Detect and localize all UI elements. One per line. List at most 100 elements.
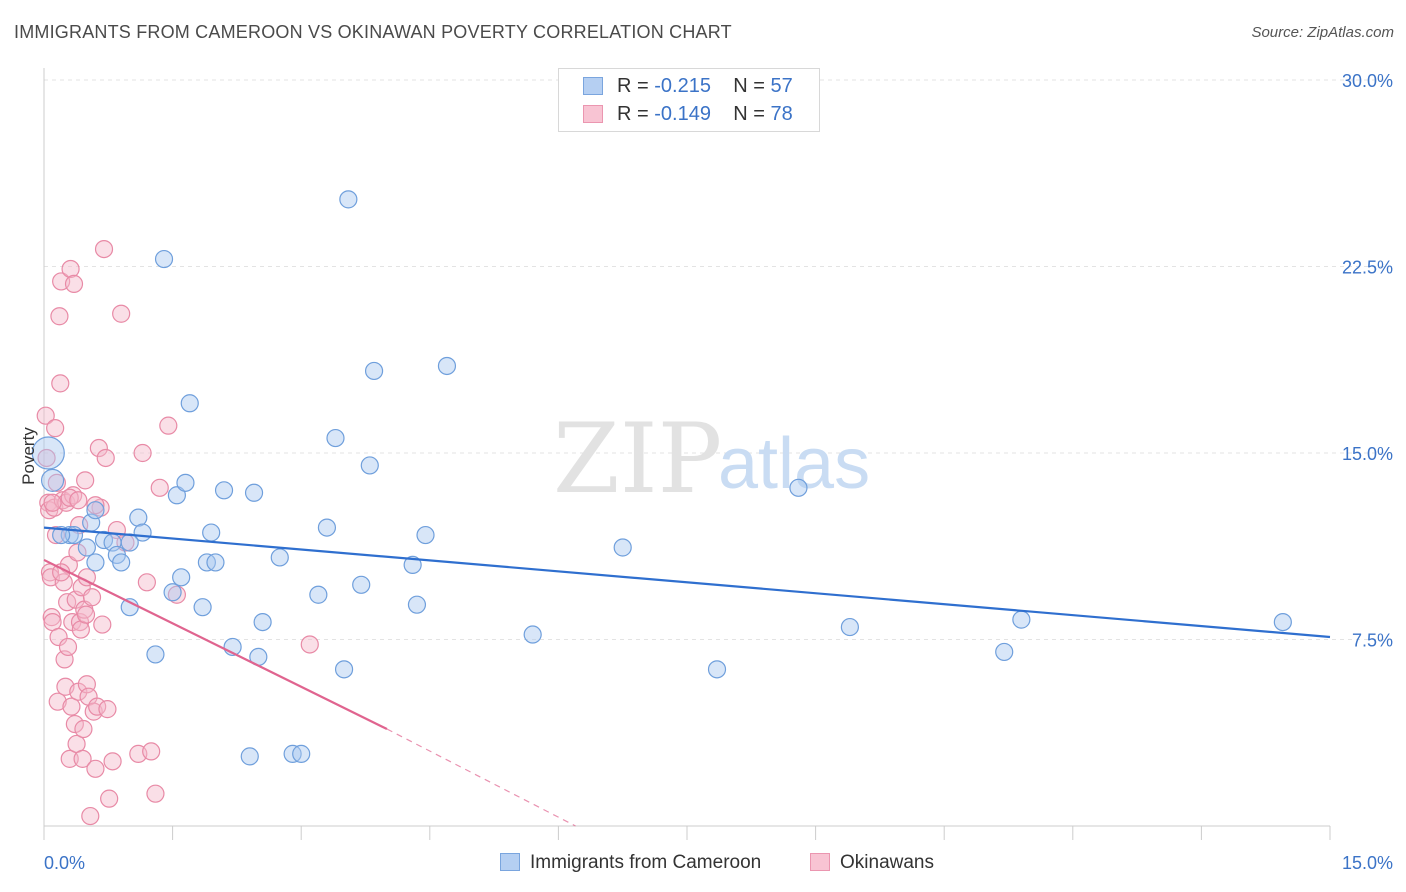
okinawans-point <box>96 448 115 468</box>
trend-lines <box>43 526 1331 827</box>
okinawans-point <box>86 759 105 778</box>
okinawans-trend-line <box>43 558 388 731</box>
cameroon-point <box>52 525 71 545</box>
okinawans-point <box>82 588 102 607</box>
x-tick-label: 15.0% <box>1342 853 1393 873</box>
okinawans-point <box>93 615 112 634</box>
bottom-legend-label-cameroon: Immigrants from Cameroon <box>530 852 762 873</box>
cameroon-point <box>31 436 65 470</box>
legend-swatch-pink <box>583 105 603 123</box>
cameroon-point <box>1273 612 1292 632</box>
cameroon-point <box>334 660 354 679</box>
legend-text-okinawans: R = -0.149 N = 78 <box>617 103 793 126</box>
legend-n-value-1: 57 <box>770 75 793 97</box>
cameroon-point <box>120 533 139 552</box>
okinawans-point <box>112 304 131 323</box>
okinawans-point <box>51 374 70 393</box>
watermark-atlas: atlas <box>718 424 870 504</box>
okinawans-point <box>86 496 105 515</box>
legend-r-value-2: -0.149 <box>654 103 711 125</box>
cameroon-point <box>253 612 272 632</box>
y-tick-label: 30.0% <box>1342 71 1393 91</box>
y-tick-label: 22.5% <box>1342 258 1393 278</box>
cameroon-point <box>240 747 259 766</box>
cameroon-point <box>995 642 1014 662</box>
cameroon-point <box>326 428 345 448</box>
legend-n-value-2: 78 <box>770 103 793 125</box>
legend: R = -0.215 N = 57 R = -0.149 N = 78 <box>558 68 820 132</box>
cameroon-point <box>437 356 457 376</box>
y-tick-label: 7.5% <box>1352 631 1393 651</box>
cameroon-point <box>403 555 422 575</box>
okinawans-point <box>133 443 152 463</box>
cameroon-point <box>112 553 131 572</box>
cameroon-point <box>309 585 328 604</box>
okinawans-point <box>50 307 69 326</box>
okinawans-point <box>62 697 81 716</box>
okinawans-point <box>103 752 122 771</box>
cameroon-point <box>193 598 212 617</box>
legend-n-label-2: N = <box>733 103 771 125</box>
bottom-legend-cameroon: Immigrants from Cameroon <box>500 852 761 874</box>
okinawans-point <box>98 700 117 719</box>
cameroon-point <box>206 553 225 572</box>
cameroon-point <box>40 468 65 492</box>
okinawans-point <box>142 742 161 761</box>
okinawans-point <box>68 543 87 562</box>
legend-n-label-1: N = <box>733 75 771 97</box>
okinawans-point <box>100 789 119 808</box>
cameroon-point <box>180 394 199 413</box>
y-tick-label: 15.0% <box>1342 444 1393 464</box>
chart-title: IMMIGRANTS FROM CAMEROON VS OKINAWAN POV… <box>14 22 732 42</box>
okinawans-point <box>48 692 67 711</box>
bottom-legend-okinawans: Okinawans <box>810 852 934 874</box>
cameroon-point <box>360 456 379 475</box>
legend-swatch-blue <box>583 77 603 95</box>
x-tick-label: 0.0% <box>44 853 85 873</box>
okinawans-point <box>150 478 169 497</box>
okinawans-point <box>46 525 66 545</box>
watermark: ZIP atlas <box>553 403 870 515</box>
okinawans-point <box>43 493 62 512</box>
cameroon-point <box>77 538 96 557</box>
okinawans-point <box>46 419 65 438</box>
y-axis-label: Poverty <box>19 427 38 485</box>
okinawans-point <box>37 448 56 468</box>
cameroon-point <box>167 486 186 505</box>
tick-labels: 7.5% 15.0% 22.5% 30.0% 0.0% 15.0% <box>44 71 1393 873</box>
grid-lines <box>44 79 1392 640</box>
cameroon-point <box>176 473 195 492</box>
cameroon-point <box>523 625 542 644</box>
okinawans-point <box>42 608 61 627</box>
okinawans-point <box>94 239 114 259</box>
okinawans-point <box>49 627 68 647</box>
okinawans-point <box>146 784 165 803</box>
okinawans-point <box>39 493 58 512</box>
watermark-zip: ZIP <box>553 403 722 515</box>
okinawans-point <box>159 416 178 435</box>
cameroon-point <box>86 553 105 572</box>
cameroon-point <box>1012 610 1031 629</box>
cameroon-point <box>172 568 191 587</box>
okinawans-point <box>76 605 96 624</box>
legend-r-label-1: R = <box>617 75 655 97</box>
okinawans-point <box>58 637 78 657</box>
cameroon-trend-line <box>43 526 1331 639</box>
cameroon-point <box>270 548 289 567</box>
cameroon-point <box>407 595 427 614</box>
cameroon-point <box>613 538 632 557</box>
cameroon-point <box>163 583 182 602</box>
cameroon-point <box>244 483 264 502</box>
source-credit: Source: ZipAtlas.com <box>1251 24 1394 41</box>
okinawans-point <box>64 274 84 294</box>
cameroon-point <box>364 361 384 381</box>
okinawans-point <box>76 471 95 490</box>
cameroon-point <box>86 501 105 520</box>
okinawans-point <box>137 573 156 592</box>
legend-r-value-1: -0.215 <box>654 75 711 97</box>
okinawans-point <box>300 635 319 654</box>
cameroon-point <box>214 481 234 500</box>
okinawans-point <box>60 749 79 768</box>
okinawans-point <box>36 406 55 425</box>
